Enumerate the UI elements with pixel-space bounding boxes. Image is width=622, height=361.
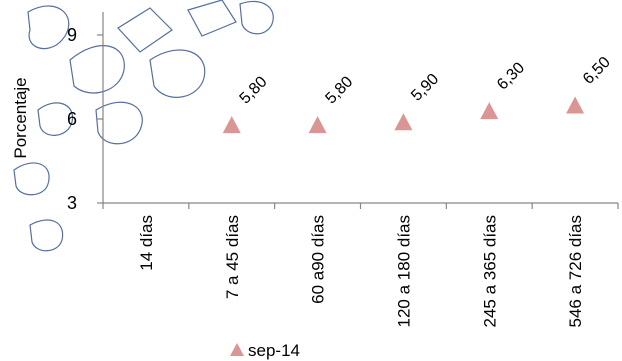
data-point-marker: [308, 116, 327, 134]
y-ticks: 3 6 9: [67, 25, 103, 213]
x-tick-label: 14 días: [137, 215, 156, 271]
x-tick-label: 7 a 45 días: [223, 215, 242, 299]
data-label: 6,30: [494, 59, 528, 93]
data-point-marker: [480, 102, 499, 120]
data-label: 5,80: [322, 73, 356, 107]
data-point-marker: [222, 116, 241, 134]
x-ticks: [102, 203, 619, 209]
x-tick-label: 245 a 365 días: [480, 215, 499, 327]
watermark: [13, 0, 274, 252]
data-label: 5,80: [237, 73, 271, 107]
data-point-marker: [566, 96, 585, 114]
data-point-marker: [394, 113, 413, 131]
data-series-sep-14: [222, 96, 585, 134]
x-tick-labels: 14 días 7 a 45 días 60 a90 días 120 a 180 d…: [137, 215, 585, 327]
legend-label-sep-14: sep-14: [248, 341, 300, 360]
x-tick-label: 546 a 726 días: [566, 215, 585, 327]
data-labels: 5,80 5,80 5,90 6,30 6,50: [237, 54, 614, 108]
y-axis-label: Porcentaje: [11, 77, 30, 158]
x-tick-label: 60 a90 días: [309, 215, 328, 304]
legend: sep-14: [230, 341, 300, 360]
data-label: 6,50: [580, 54, 614, 88]
y-tick-label: 3: [67, 193, 77, 213]
x-tick-label: 120 a 180 días: [394, 215, 413, 327]
y-tick-label: 6: [67, 109, 77, 129]
data-label: 5,90: [408, 71, 442, 105]
legend-marker: [230, 343, 244, 356]
y-tick-label: 9: [67, 25, 77, 45]
